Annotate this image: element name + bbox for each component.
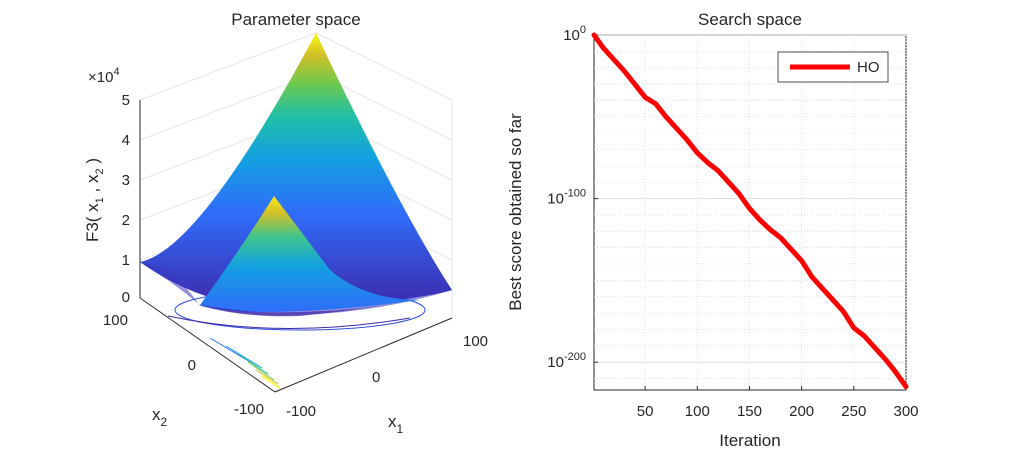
z-tick-label: 3 bbox=[122, 172, 130, 189]
x2-axis-label: x2 bbox=[152, 405, 168, 429]
x2-tick-label: 100 bbox=[103, 312, 128, 329]
z-tick-label: 5 bbox=[122, 92, 130, 109]
x1-axis-label: x1 bbox=[388, 412, 404, 436]
z-tick-label: 1 bbox=[122, 252, 130, 269]
x-tick-label: 250 bbox=[841, 403, 866, 420]
y-axis-label: Best score obtained so far bbox=[506, 113, 525, 311]
surface-mesh bbox=[140, 33, 452, 317]
legend-label: HO bbox=[857, 59, 880, 76]
legend: HO bbox=[777, 51, 889, 83]
x1-tick-label: 100 bbox=[463, 333, 488, 350]
z-exponent-label: ×104 bbox=[88, 66, 120, 86]
x-tick-label: 150 bbox=[737, 403, 762, 420]
series-line-HO bbox=[591, 32, 909, 390]
y-tick-label: 10-200 bbox=[547, 351, 586, 371]
grid-lines bbox=[594, 34, 907, 390]
surface-axis-lines bbox=[139, 100, 453, 393]
surface-z-ticks: 5 4 3 2 1 0 bbox=[122, 92, 130, 306]
x-tick-label: 300 bbox=[893, 403, 918, 420]
y-tick-label: 100 bbox=[563, 24, 586, 44]
z-tick-label: 0 bbox=[122, 289, 130, 306]
surface-title: Parameter space bbox=[231, 10, 360, 29]
x-tick-label: 200 bbox=[789, 403, 814, 420]
y-ticks: 100 10-100 10-200 bbox=[547, 24, 598, 371]
surface-axes: Parameter space bbox=[83, 10, 488, 436]
surface-x1-ticks: -100 0 100 bbox=[286, 333, 488, 420]
x2-tick-label: -100 bbox=[234, 401, 264, 418]
x-axis-label: Iteration bbox=[719, 431, 780, 450]
x-tick-label: 50 bbox=[637, 403, 654, 420]
line-axes: Search space 50 100 150 200 250 300 100 10-100… bbox=[506, 10, 919, 450]
x-tick-label: 100 bbox=[685, 403, 710, 420]
y-tick-label: 10-100 bbox=[547, 188, 586, 208]
z-tick-label: 2 bbox=[122, 212, 130, 229]
x-ticks: 50 100 150 200 250 300 bbox=[637, 386, 919, 420]
surface-x2-ticks: 100 0 -100 bbox=[103, 312, 264, 418]
series-layer bbox=[591, 32, 909, 390]
x2-tick-label: 0 bbox=[188, 357, 196, 374]
x1-tick-label: -100 bbox=[286, 403, 316, 420]
z-axis-label: F3( x1 , x2 ) bbox=[83, 158, 106, 242]
line-title: Search space bbox=[698, 10, 802, 29]
x1-tick-label: 0 bbox=[372, 369, 380, 386]
z-tick-label: 4 bbox=[122, 132, 130, 149]
